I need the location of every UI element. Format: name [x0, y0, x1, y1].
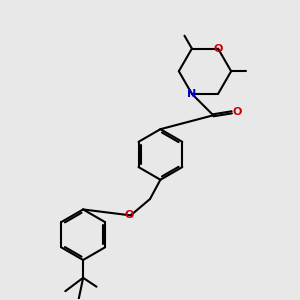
Text: O: O	[124, 210, 134, 220]
Text: O: O	[213, 44, 223, 54]
Text: O: O	[232, 107, 242, 117]
Text: N: N	[187, 89, 196, 99]
